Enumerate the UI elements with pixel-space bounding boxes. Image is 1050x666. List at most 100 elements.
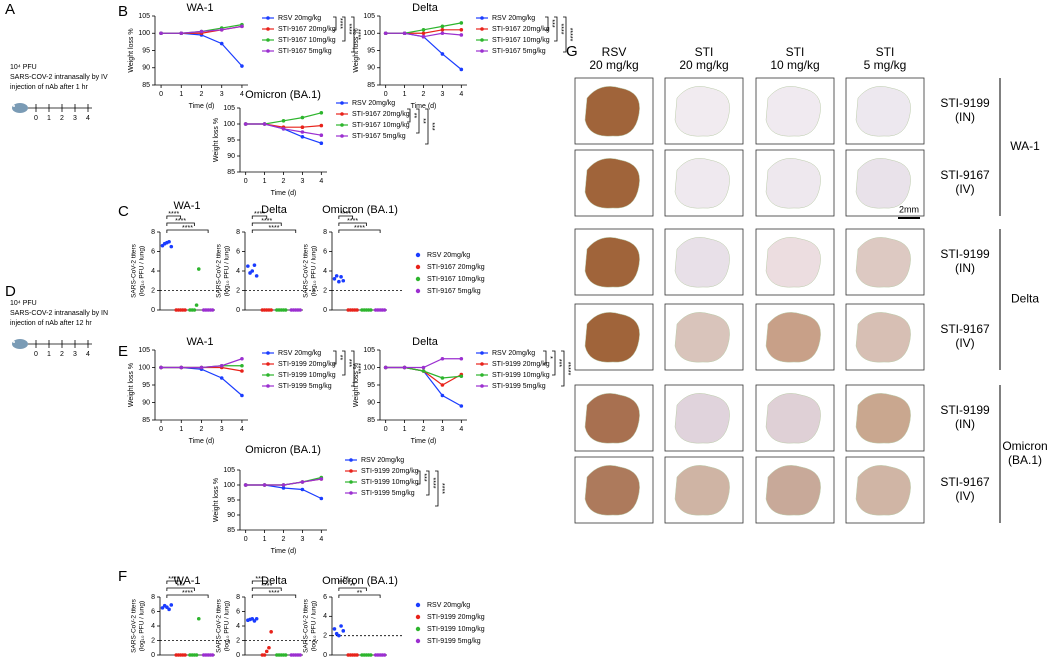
label: 0 — [34, 351, 38, 358]
legend-marker — [415, 626, 421, 632]
label: Time (d) — [271, 548, 297, 555]
label: 6 — [151, 608, 155, 615]
label: 2mm — [899, 204, 919, 214]
label: **** — [269, 590, 280, 597]
label: *** — [345, 359, 352, 367]
point — [281, 486, 286, 490]
point — [341, 629, 346, 633]
point — [267, 645, 271, 650]
label: 2 — [422, 91, 426, 98]
label: 0 — [384, 426, 388, 433]
label: 20 mg/kg — [589, 58, 638, 72]
label: RSV — [602, 45, 627, 59]
label: 6 — [151, 248, 155, 255]
label: 2 — [60, 351, 64, 358]
point — [382, 308, 387, 312]
point — [300, 115, 305, 120]
tissue-section — [584, 393, 640, 444]
label: (IN) — [955, 261, 975, 275]
label: 6 — [236, 608, 240, 615]
label: 1 — [179, 91, 183, 98]
point — [440, 356, 445, 361]
label: 90 — [367, 65, 375, 72]
point — [196, 616, 201, 621]
label: WA-1 — [186, 2, 213, 14]
point — [440, 383, 445, 387]
label: 4 — [323, 268, 327, 275]
label: 100 — [138, 30, 150, 37]
legend-marker — [480, 49, 484, 53]
label: injection of nAb after 1 hr — [10, 84, 88, 91]
label: 8 — [236, 229, 240, 236]
label: STI-9199 10mg/kg — [492, 372, 550, 379]
point — [337, 279, 341, 284]
label: *** — [177, 583, 185, 590]
label: Delta — [261, 575, 288, 587]
label: 4 — [319, 178, 323, 185]
sig-bracket — [435, 470, 439, 507]
label: 85 — [367, 417, 375, 424]
label: 2 — [323, 287, 327, 294]
point — [332, 627, 337, 631]
tissue-section — [674, 86, 730, 137]
point — [368, 653, 373, 657]
point — [355, 653, 359, 657]
point — [341, 278, 346, 283]
label: (IN) — [955, 110, 975, 124]
point — [300, 125, 305, 129]
sig-bracket — [425, 108, 429, 145]
point — [421, 31, 426, 36]
label: 2 — [151, 287, 155, 294]
legend-marker — [340, 134, 344, 138]
sig-bracket — [417, 470, 421, 485]
label: Omicron (BA.1) — [245, 444, 321, 456]
label: 3 — [440, 91, 444, 98]
point — [254, 274, 259, 278]
point — [319, 123, 324, 128]
axes — [331, 232, 387, 311]
label: *** — [255, 576, 263, 583]
label: STI-9167 10mg/kg — [492, 37, 550, 44]
label: 4 — [240, 426, 244, 433]
legend-marker — [480, 16, 484, 20]
label: STI-9199 — [940, 96, 990, 110]
point — [159, 365, 163, 370]
mouse-eye — [13, 105, 15, 107]
label: 0 — [244, 536, 248, 543]
label: RSV 20mg/kg — [352, 100, 395, 107]
point — [283, 308, 288, 312]
label: injection of nAb after 12 hr — [10, 320, 92, 327]
mouse-eye — [13, 341, 15, 343]
label: 2 — [422, 426, 426, 433]
legend-marker — [266, 49, 270, 53]
mouse-icon — [12, 103, 28, 113]
label: (IV) — [955, 336, 974, 350]
point — [298, 308, 302, 312]
label: (IN) — [955, 417, 975, 431]
point — [459, 374, 464, 379]
label: STI-9167 — [940, 322, 990, 336]
label: 85 — [142, 417, 150, 424]
label: ** — [419, 118, 426, 124]
point — [459, 67, 464, 72]
label: RSV 20mg/kg — [278, 15, 321, 22]
label: STI — [695, 45, 714, 59]
label: 105 — [223, 467, 235, 474]
label: (log₁₀ PFU / lung) — [139, 246, 146, 296]
legend-marker — [480, 373, 484, 377]
point — [243, 483, 248, 487]
sig-bracket — [338, 580, 354, 584]
label: SARS-CoV-2 titers — [216, 598, 223, 653]
point — [440, 24, 445, 29]
label: RSV 20mg/kg — [361, 457, 404, 464]
legend-marker — [340, 123, 344, 127]
label: SARS-CoV-2 titers — [216, 243, 223, 298]
point — [382, 653, 387, 657]
label: 1 — [263, 536, 267, 543]
label: Time (d) — [271, 190, 297, 197]
legend-marker — [340, 112, 344, 116]
point — [402, 365, 407, 370]
label: 0 — [151, 652, 155, 659]
tissue-section — [765, 393, 821, 444]
axes — [244, 597, 303, 656]
